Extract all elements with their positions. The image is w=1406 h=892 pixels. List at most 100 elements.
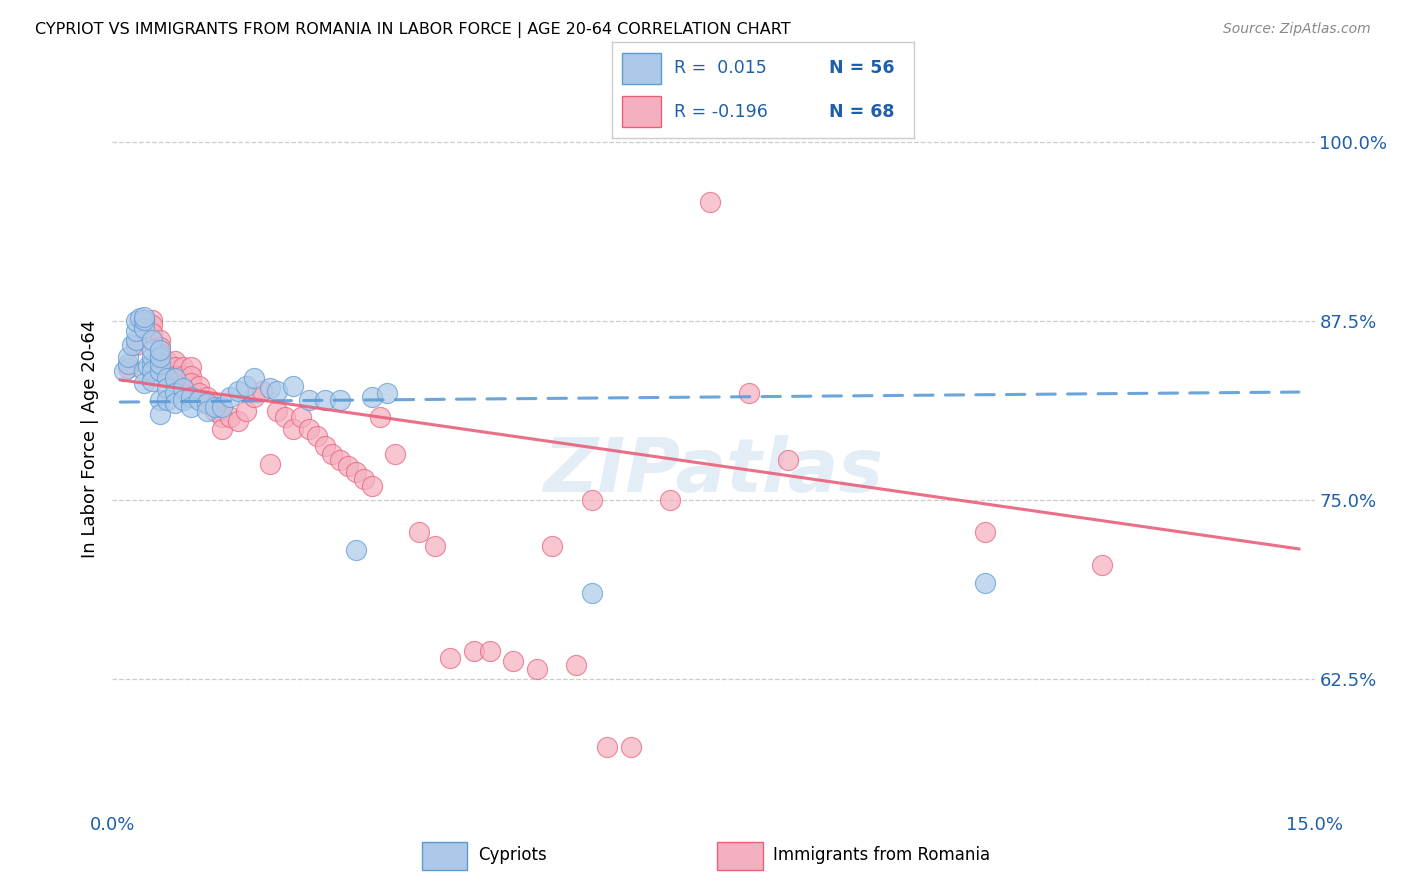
Point — [478, 643, 501, 657]
Point — [211, 421, 233, 435]
Point — [149, 340, 172, 354]
Point — [204, 404, 226, 418]
Point — [243, 390, 266, 404]
Point — [250, 384, 273, 399]
Text: N = 56: N = 56 — [830, 60, 894, 78]
Point — [596, 739, 619, 754]
Point — [165, 396, 187, 410]
Point — [195, 404, 218, 418]
Point — [204, 397, 226, 411]
Point — [141, 350, 163, 364]
Point — [149, 333, 172, 347]
FancyBboxPatch shape — [717, 842, 763, 871]
Point — [973, 576, 995, 591]
Point — [283, 421, 305, 435]
Point — [180, 400, 202, 414]
Point — [211, 400, 233, 414]
Point — [298, 421, 321, 435]
Point — [132, 376, 155, 390]
Point — [132, 312, 155, 326]
Point — [195, 396, 218, 410]
Point — [1091, 558, 1114, 572]
FancyBboxPatch shape — [623, 53, 661, 84]
Point — [125, 314, 148, 328]
Point — [778, 453, 800, 467]
Point — [187, 385, 209, 400]
Point — [141, 333, 163, 347]
Point — [439, 650, 461, 665]
Point — [344, 465, 367, 479]
Point — [172, 392, 194, 407]
Text: Immigrants from Romania: Immigrants from Romania — [773, 847, 990, 864]
Point — [526, 662, 548, 676]
Text: Cypriots: Cypriots — [478, 847, 547, 864]
Point — [541, 539, 564, 553]
Text: 0.0%: 0.0% — [90, 816, 135, 834]
FancyBboxPatch shape — [422, 842, 468, 871]
Point — [620, 739, 643, 754]
Point — [235, 378, 257, 392]
Point — [149, 364, 172, 378]
Point — [149, 343, 172, 357]
Point — [243, 371, 266, 385]
Point — [172, 359, 194, 374]
Point — [180, 390, 202, 404]
Point — [314, 392, 336, 407]
Point — [226, 414, 249, 428]
Point — [165, 354, 187, 368]
Point — [165, 368, 187, 383]
Point — [235, 404, 257, 418]
Point — [149, 350, 172, 364]
Point — [344, 543, 367, 558]
Point — [165, 385, 187, 400]
Point — [368, 410, 391, 425]
Point — [125, 338, 148, 352]
Point — [141, 343, 163, 357]
Point — [226, 384, 249, 399]
Point — [132, 312, 155, 326]
Point — [408, 524, 430, 539]
Point — [165, 359, 187, 374]
Point — [211, 410, 233, 425]
Point — [117, 357, 139, 371]
Point — [121, 338, 143, 352]
Text: N = 68: N = 68 — [830, 103, 894, 120]
Point — [274, 410, 297, 425]
Text: ZIPatlas: ZIPatlas — [544, 434, 883, 508]
Point — [141, 318, 163, 333]
Point — [314, 439, 336, 453]
Point — [141, 312, 163, 326]
Point — [266, 384, 288, 399]
Point — [329, 453, 352, 467]
Point — [581, 586, 603, 600]
Point — [156, 392, 179, 407]
Point — [298, 392, 321, 407]
Point — [125, 333, 148, 347]
Point — [149, 357, 172, 371]
Point — [180, 376, 202, 390]
Point — [187, 378, 209, 392]
Point — [156, 359, 179, 374]
Text: CYPRIOT VS IMMIGRANTS FROM ROMANIA IN LABOR FORCE | AGE 20-64 CORRELATION CHART: CYPRIOT VS IMMIGRANTS FROM ROMANIA IN LA… — [35, 22, 790, 38]
Point — [219, 410, 242, 425]
Point — [117, 350, 139, 364]
Point — [337, 458, 360, 473]
Point — [172, 381, 194, 395]
Point — [141, 364, 163, 378]
Point — [738, 385, 761, 400]
Point — [132, 318, 155, 333]
Text: 15.0%: 15.0% — [1286, 816, 1343, 834]
Point — [149, 347, 172, 361]
Point — [149, 407, 172, 421]
Text: R =  0.015: R = 0.015 — [673, 60, 766, 78]
Point — [112, 364, 135, 378]
Point — [353, 472, 375, 486]
Point — [581, 493, 603, 508]
Point — [132, 364, 155, 378]
Point — [195, 397, 218, 411]
Point — [136, 359, 159, 373]
Point — [463, 643, 485, 657]
Point — [360, 479, 382, 493]
Point — [180, 359, 202, 374]
Point — [360, 390, 382, 404]
